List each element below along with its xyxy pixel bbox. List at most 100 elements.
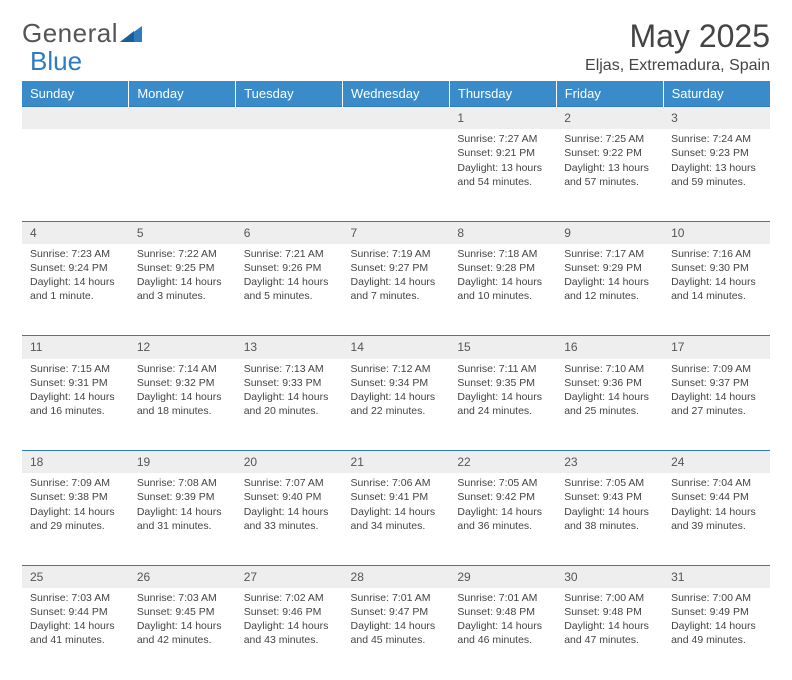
day-content-cell: Sunrise: 7:01 AMSunset: 9:48 PMDaylight:… (449, 588, 556, 680)
day-info-line: Sunrise: 7:23 AM (30, 247, 121, 261)
day-info-line: Sunset: 9:41 PM (351, 490, 442, 504)
logo-icon (120, 24, 144, 44)
day-info-line: Sunrise: 7:01 AM (457, 591, 548, 605)
day-info-line: Daylight: 14 hours (137, 505, 228, 519)
day-info-line: Daylight: 14 hours (244, 390, 335, 404)
day-number-cell: 25 (22, 565, 129, 588)
day-info-line: Sunrise: 7:08 AM (137, 476, 228, 490)
day-number-cell: 30 (556, 565, 663, 588)
day-info-line: and 18 minutes. (137, 404, 228, 418)
day-info-line: Sunset: 9:21 PM (457, 146, 548, 160)
day-info-line: and 31 minutes. (137, 519, 228, 533)
day-content-cell: Sunrise: 7:27 AMSunset: 9:21 PMDaylight:… (449, 129, 556, 221)
day-info-line: Daylight: 14 hours (30, 619, 121, 633)
day-info-line: Sunset: 9:32 PM (137, 376, 228, 390)
day-info-line: and 3 minutes. (137, 289, 228, 303)
title-block: May 2025 Eljas, Extremadura, Spain (585, 18, 770, 75)
day-number-cell: 18 (22, 451, 129, 474)
week-number-row: 11121314151617 (22, 336, 770, 359)
day-info-line: Daylight: 14 hours (137, 619, 228, 633)
day-info-line: Daylight: 14 hours (244, 275, 335, 289)
day-info-line: Daylight: 14 hours (30, 390, 121, 404)
day-content-cell (22, 129, 129, 221)
day-content-cell: Sunrise: 7:15 AMSunset: 9:31 PMDaylight:… (22, 359, 129, 451)
day-info-line: Sunset: 9:33 PM (244, 376, 335, 390)
day-number-cell: 8 (449, 221, 556, 244)
day-info-line: Sunrise: 7:09 AM (671, 362, 762, 376)
day-info-line: Sunset: 9:48 PM (457, 605, 548, 619)
week-content-row: Sunrise: 7:23 AMSunset: 9:24 PMDaylight:… (22, 244, 770, 336)
day-info-line: Sunrise: 7:11 AM (457, 362, 548, 376)
week-number-row: 45678910 (22, 221, 770, 244)
day-number-cell: 9 (556, 221, 663, 244)
day-info-line: and 33 minutes. (244, 519, 335, 533)
day-info-line: Sunset: 9:38 PM (30, 490, 121, 504)
day-number-cell: 10 (663, 221, 770, 244)
day-info-line: Sunrise: 7:16 AM (671, 247, 762, 261)
day-info-line: Sunset: 9:43 PM (564, 490, 655, 504)
day-info-line: Sunrise: 7:25 AM (564, 132, 655, 146)
day-content-cell: Sunrise: 7:24 AMSunset: 9:23 PMDaylight:… (663, 129, 770, 221)
day-info-line: Sunrise: 7:18 AM (457, 247, 548, 261)
day-info-line: and 1 minute. (30, 289, 121, 303)
day-info-line: Sunset: 9:29 PM (564, 261, 655, 275)
day-content-cell: Sunrise: 7:12 AMSunset: 9:34 PMDaylight:… (343, 359, 450, 451)
day-info-line: Sunset: 9:27 PM (351, 261, 442, 275)
day-header: Thursday (449, 81, 556, 107)
day-number-cell: 20 (236, 451, 343, 474)
day-content-cell: Sunrise: 7:02 AMSunset: 9:46 PMDaylight:… (236, 588, 343, 680)
day-number-cell: 6 (236, 221, 343, 244)
day-info-line: and 59 minutes. (671, 175, 762, 189)
day-content-cell: Sunrise: 7:25 AMSunset: 9:22 PMDaylight:… (556, 129, 663, 221)
day-info-line: and 47 minutes. (564, 633, 655, 647)
day-info-line: Sunrise: 7:01 AM (351, 591, 442, 605)
day-info-line: Daylight: 13 hours (671, 161, 762, 175)
day-info-line: Sunset: 9:46 PM (244, 605, 335, 619)
day-info-line: Sunset: 9:49 PM (671, 605, 762, 619)
day-info-line: Sunrise: 7:22 AM (137, 247, 228, 261)
day-info-line: Sunrise: 7:09 AM (30, 476, 121, 490)
day-info-line: Daylight: 14 hours (564, 390, 655, 404)
day-info-line: Daylight: 14 hours (137, 390, 228, 404)
day-info-line: Sunrise: 7:12 AM (351, 362, 442, 376)
logo-word2: Blue (30, 46, 82, 77)
day-info-line: and 25 minutes. (564, 404, 655, 418)
day-info-line: Daylight: 14 hours (457, 505, 548, 519)
day-info-line: Sunset: 9:36 PM (564, 376, 655, 390)
day-content-cell: Sunrise: 7:14 AMSunset: 9:32 PMDaylight:… (129, 359, 236, 451)
page-header: General May 2025 Eljas, Extremadura, Spa… (22, 18, 770, 75)
day-content-cell: Sunrise: 7:03 AMSunset: 9:44 PMDaylight:… (22, 588, 129, 680)
day-content-cell: Sunrise: 7:16 AMSunset: 9:30 PMDaylight:… (663, 244, 770, 336)
day-info-line: and 14 minutes. (671, 289, 762, 303)
day-info-line: Sunrise: 7:19 AM (351, 247, 442, 261)
day-info-line: Daylight: 14 hours (457, 619, 548, 633)
day-info-line: Sunset: 9:34 PM (351, 376, 442, 390)
day-info-line: Sunrise: 7:27 AM (457, 132, 548, 146)
day-number-cell: 26 (129, 565, 236, 588)
day-info-line: Sunrise: 7:03 AM (137, 591, 228, 605)
day-header: Sunday (22, 81, 129, 107)
day-number-cell: 13 (236, 336, 343, 359)
day-info-line: Sunset: 9:30 PM (671, 261, 762, 275)
day-info-line: and 57 minutes. (564, 175, 655, 189)
day-info-line: and 16 minutes. (30, 404, 121, 418)
day-number-cell: 7 (343, 221, 450, 244)
day-info-line: Daylight: 13 hours (564, 161, 655, 175)
day-info-line: Sunset: 9:40 PM (244, 490, 335, 504)
day-content-cell: Sunrise: 7:06 AMSunset: 9:41 PMDaylight:… (343, 473, 450, 565)
day-info-line: Daylight: 14 hours (564, 505, 655, 519)
day-info-line: and 20 minutes. (244, 404, 335, 418)
day-info-line: Daylight: 14 hours (671, 505, 762, 519)
day-number-cell: 3 (663, 107, 770, 130)
day-content-cell: Sunrise: 7:00 AMSunset: 9:49 PMDaylight:… (663, 588, 770, 680)
day-number-cell: 1 (449, 107, 556, 130)
day-info-line: Sunrise: 7:10 AM (564, 362, 655, 376)
day-content-cell: Sunrise: 7:23 AMSunset: 9:24 PMDaylight:… (22, 244, 129, 336)
day-info-line: and 39 minutes. (671, 519, 762, 533)
day-info-line: and 12 minutes. (564, 289, 655, 303)
day-info-line: and 36 minutes. (457, 519, 548, 533)
week-number-row: 18192021222324 (22, 451, 770, 474)
day-info-line: Daylight: 14 hours (671, 390, 762, 404)
day-info-line: Sunrise: 7:04 AM (671, 476, 762, 490)
day-info-line: and 54 minutes. (457, 175, 548, 189)
